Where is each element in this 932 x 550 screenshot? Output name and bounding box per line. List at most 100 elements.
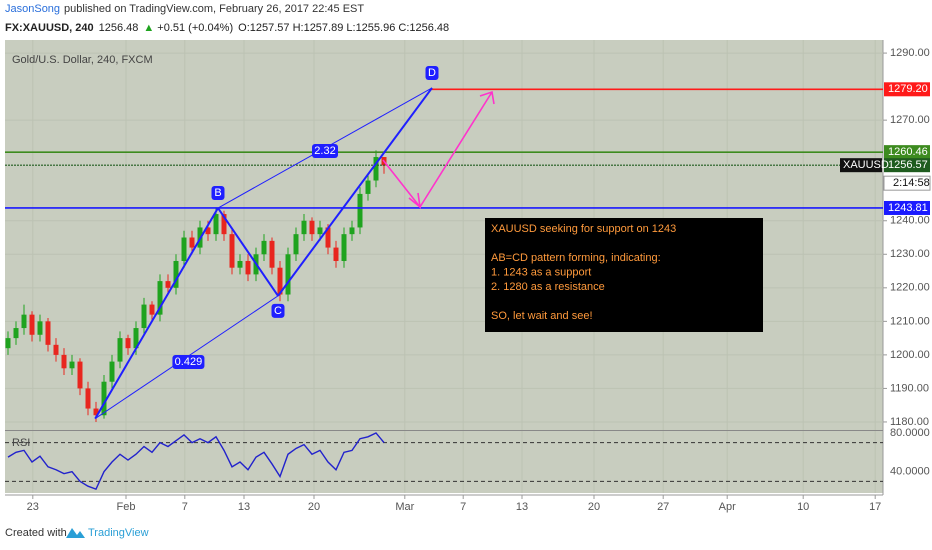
candle-body bbox=[85, 388, 91, 409]
candle-body bbox=[45, 321, 51, 345]
level-tag bbox=[884, 145, 930, 160]
candle-body bbox=[21, 314, 27, 329]
badge bbox=[211, 186, 225, 201]
candle-body bbox=[133, 328, 139, 349]
badge-label: D bbox=[428, 67, 436, 79]
candle-body bbox=[125, 338, 131, 349]
y-tick-label: 1180.00 bbox=[890, 416, 929, 428]
candle-body bbox=[357, 193, 363, 228]
x-tick-label: 13 bbox=[516, 501, 528, 513]
x-tick-label: Mar bbox=[395, 501, 414, 513]
candle-body bbox=[149, 304, 155, 315]
countdown-bg bbox=[883, 175, 931, 191]
level-label: 1260.46 bbox=[888, 146, 928, 158]
annotation-line: 2. 1280 as a resistance bbox=[491, 281, 605, 293]
badge bbox=[425, 65, 439, 80]
candle-body bbox=[309, 220, 315, 235]
candle-body bbox=[157, 281, 163, 315]
x-tick-label: 20 bbox=[588, 501, 600, 513]
arrow-head bbox=[408, 192, 422, 209]
badge-label: 0.429 bbox=[175, 356, 203, 368]
published: published on TradingView.com, February 2… bbox=[64, 3, 364, 15]
candle-body bbox=[181, 237, 187, 261]
candle-body bbox=[221, 214, 227, 235]
candle-body bbox=[141, 304, 147, 329]
candle-body bbox=[61, 354, 67, 369]
x-tick-label: 13 bbox=[238, 501, 250, 513]
symbol: FX:XAUUSD, 240 bbox=[5, 22, 94, 34]
price-tag-bg bbox=[840, 158, 882, 173]
badge bbox=[172, 355, 205, 370]
y-tick-label: 1210.00 bbox=[890, 315, 930, 327]
y-tick-label: 1200.00 bbox=[890, 349, 930, 361]
x-tick-label: 7 bbox=[460, 501, 466, 513]
y-tick-label: 1230.00 bbox=[890, 248, 930, 260]
candle-body bbox=[5, 338, 11, 349]
direction: ▲ bbox=[143, 22, 154, 34]
candle-body bbox=[69, 361, 75, 369]
candle-body bbox=[29, 314, 35, 335]
badge-label: C bbox=[274, 305, 282, 317]
y-tick-label: 1240.00 bbox=[890, 215, 930, 227]
level-tag bbox=[884, 200, 930, 215]
x-tick-label: 20 bbox=[308, 501, 320, 513]
y-tick-label: 1270.00 bbox=[890, 114, 930, 126]
annotation-line: 1. 1243 as a support bbox=[491, 266, 591, 278]
y-tick-label: 80.0000 bbox=[890, 427, 930, 439]
badge-label: 2.32 bbox=[314, 145, 335, 157]
header-line: JasonSong published on TradingView.com, F… bbox=[5, 3, 364, 15]
x-tick-label: 10 bbox=[797, 501, 809, 513]
level-tag bbox=[884, 158, 930, 173]
author[interactable]: JasonSong bbox=[5, 3, 60, 15]
chart-title: Gold/U.S. Dollar, 240, FXCM bbox=[12, 54, 153, 66]
pattern-leg bbox=[277, 87, 433, 297]
candle-body bbox=[173, 260, 179, 288]
candle-body bbox=[373, 157, 379, 181]
annotation-line: AB=CD pattern forming, indicating: bbox=[491, 252, 661, 264]
annotation-box bbox=[485, 218, 763, 332]
rsi-pane bbox=[5, 431, 883, 493]
logo bbox=[66, 528, 85, 538]
x-tick-label: 17 bbox=[869, 501, 881, 513]
annotation-line: SO, let wait and see! bbox=[491, 310, 593, 322]
candle-body bbox=[317, 227, 323, 235]
candle-body bbox=[117, 338, 123, 362]
candle-body bbox=[53, 344, 59, 355]
candle-body bbox=[77, 361, 83, 389]
x-tick-label: Apr bbox=[719, 501, 736, 513]
candle-body bbox=[349, 227, 355, 235]
candle-body bbox=[37, 321, 43, 335]
candle-body bbox=[325, 227, 331, 248]
chart: 23 Feb 7 13 20 Mar 7 13 20 27 Apr 10 17 1290.00 1270.0… bbox=[5, 40, 931, 513]
badge bbox=[271, 303, 285, 318]
arrow-head bbox=[479, 90, 495, 105]
candle-body bbox=[205, 227, 211, 235]
y-tick-label: 1190.00 bbox=[890, 382, 929, 394]
y-tick-label: 1220.00 bbox=[890, 282, 930, 294]
candle-body bbox=[269, 240, 275, 268]
candle-body bbox=[301, 220, 307, 235]
candle-body bbox=[277, 267, 283, 295]
level-label: 1279.20 bbox=[888, 83, 928, 95]
candle-body bbox=[189, 237, 195, 248]
level-tag bbox=[884, 82, 930, 97]
footer-text: Created with bbox=[5, 527, 67, 539]
pane-title: RSI bbox=[12, 437, 30, 449]
candle-body bbox=[261, 240, 267, 255]
candle-body bbox=[229, 234, 235, 268]
x-tick-label: 23 bbox=[27, 501, 39, 513]
level-label: 1256.57 bbox=[888, 159, 928, 171]
candle-body bbox=[245, 260, 251, 275]
x-tick-label: Feb bbox=[117, 501, 136, 513]
candle-body bbox=[293, 234, 299, 255]
candle-body bbox=[365, 180, 371, 194]
x-tick-label: 27 bbox=[657, 501, 669, 513]
pattern-leg bbox=[94, 207, 219, 420]
x-tick-label: 7 bbox=[182, 501, 188, 513]
candle-body bbox=[93, 408, 99, 416]
footer-brand[interactable]: TradingView bbox=[88, 527, 149, 539]
candle-body bbox=[165, 281, 171, 288]
level-label: 1243.81 bbox=[888, 202, 928, 214]
pattern-leg bbox=[217, 207, 279, 297]
